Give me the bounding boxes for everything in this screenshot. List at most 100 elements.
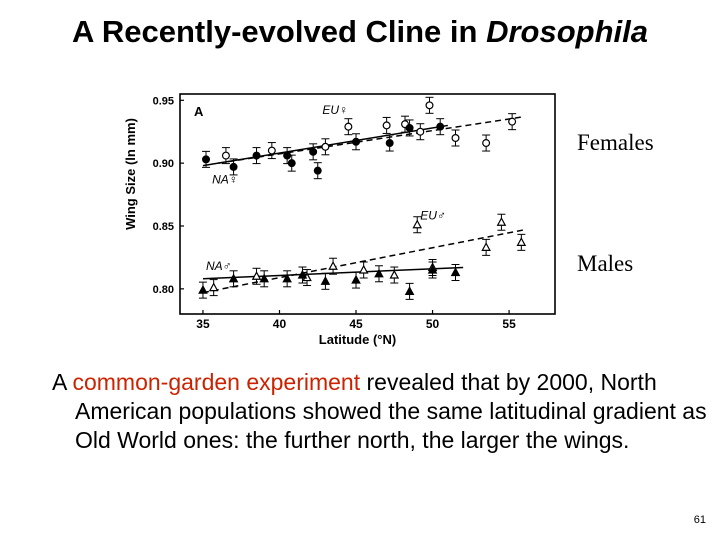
point-marker [374,268,384,278]
point-marker [450,267,461,277]
data-point [496,213,507,231]
title-text: A Recently-evolved Cline in [72,14,487,49]
chart-axes: 35 40 45 50 55 0.80 0.85 0.90 0.95 Latitude (°N) W… [123,95,516,347]
point-marker [344,122,353,131]
data-point [208,279,219,297]
data-point [344,118,353,136]
series-labels: EU♀ NA♀ EU♂ NA♂ [206,103,446,273]
data-point [404,282,415,300]
data-point [481,238,491,256]
point-marker [496,216,507,226]
data-point [328,257,338,275]
x-tick-label: 35 [196,317,210,331]
point-marker [208,282,219,292]
point-marker [229,162,238,171]
data-point [259,270,269,288]
point-marker [267,146,276,155]
point-marker [516,237,527,246]
point-marker [481,242,491,251]
point-marker [297,269,308,279]
point-marker [321,142,330,151]
point-marker [320,276,331,285]
point-marker [427,264,438,274]
point-marker [352,137,361,146]
slide-title: A Recently-evolved Cline in Drosophila [0,14,720,50]
data-point [352,133,361,151]
point-marker [382,121,391,130]
point-marker [328,260,338,270]
body-text: A common-garden experiment revealed that… [52,368,715,455]
highlighted-phrase: common-garden experiment [72,369,361,395]
y-tick-label: 0.90 [153,158,174,170]
plot-border [179,93,556,315]
point-marker [482,139,491,148]
point-marker [259,273,269,283]
data-point [309,143,318,161]
data-point [412,216,423,234]
data-point [382,116,391,134]
point-marker [385,139,394,148]
data-point [202,150,211,168]
data-point [320,272,331,290]
point-marker [202,155,211,164]
y-tick-label: 0.80 [153,284,174,296]
point-marker [416,127,425,136]
wing-size-chart: 35 40 45 50 55 0.80 0.85 0.90 0.95 Latitude (°N) W… [123,93,556,347]
x-tick-label: 45 [349,317,363,331]
point-marker [451,133,460,142]
data-point [425,96,434,114]
data-point [229,158,238,176]
data-point [251,267,262,285]
point-marker [198,284,208,294]
y-tick-label: 0.85 [153,221,174,233]
data-point [385,134,394,152]
data-point [451,129,460,147]
data-point [516,233,527,251]
data-point [427,261,438,279]
point-marker [221,151,230,160]
data-point [282,270,292,288]
point-marker [309,147,318,156]
data-point [508,113,517,131]
data-point [358,261,369,279]
data-point [351,271,361,289]
data-point [283,147,292,165]
data-point [389,266,400,284]
point-marker [252,151,261,160]
y-tick-label: 0.95 [153,95,174,107]
series-label: EU♀ [322,103,348,117]
data-point [252,147,261,165]
data-point [450,264,461,282]
point-marker [425,101,434,110]
data-point [374,265,384,283]
point-marker [508,117,517,126]
fit-line [202,229,525,294]
body-text-start: A [52,369,73,395]
point-marker [287,159,296,168]
data-point [221,147,230,165]
data-point [482,134,491,152]
point-marker [228,273,239,283]
plot-frame [179,93,556,315]
x-tick-label: 40 [273,317,287,331]
data-point [198,281,208,299]
x-tick-label: 55 [502,317,516,331]
point-marker [282,273,292,283]
data-point [287,154,296,172]
page-number: 61 [693,514,706,526]
y-axis-label: Wing Size (ln mm) [123,118,138,230]
males-label: Males [577,251,634,276]
data-points [198,96,527,300]
x-tick-label: 50 [426,317,440,331]
point-marker [436,122,445,131]
females-label: Females [577,130,654,155]
data-point [297,266,308,284]
point-marker [313,166,322,175]
data-point [416,123,425,141]
series-label: EU♂ [420,209,446,223]
series-label: NA♀ [212,172,238,186]
point-marker [389,269,400,279]
panel-letter: A [194,104,204,119]
point-marker [351,274,361,284]
point-marker [358,264,369,274]
